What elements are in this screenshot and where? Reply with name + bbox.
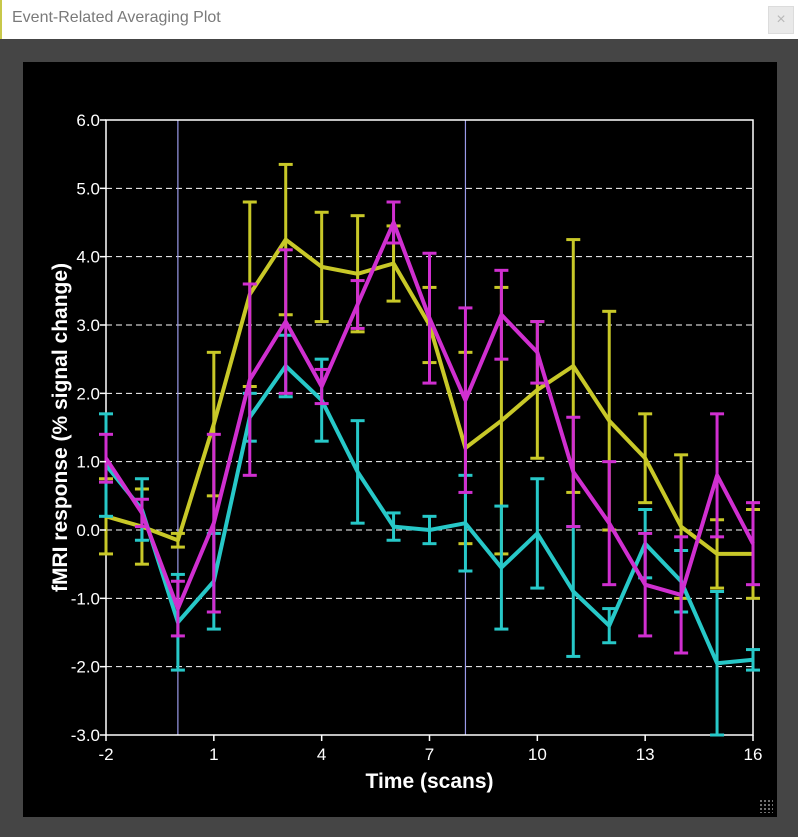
- y-tick-label: 1.0: [76, 453, 100, 472]
- x-tick-label: 1: [209, 745, 218, 764]
- close-button[interactable]: ×: [768, 6, 794, 34]
- series-3: [99, 200, 760, 655]
- tick-layer: -3.0 -2.0 -1.0 0.0 1.0 2.0 3.0 4.0 5.0 6.0 -2 1 4 7 10…: [71, 111, 763, 764]
- plot-panel: -3.0 -2.0 -1.0 0.0 1.0 2.0 3.0 4.0 5.0 6.0 -2 1 4 7 10…: [23, 62, 777, 817]
- y-tick-label: 3.0: [76, 316, 100, 335]
- title-bar: Event-Related Averaging Plot ×: [0, 0, 798, 39]
- series-layer: [99, 162, 760, 737]
- plot-frame: [105, 119, 754, 736]
- series-line: [104, 364, 754, 666]
- y-tick-label: 2.0: [76, 384, 100, 403]
- y-tick-label: 6.0: [76, 111, 100, 130]
- y-tick-label: -3.0: [71, 726, 100, 745]
- y-tick-label: 4.0: [76, 248, 100, 267]
- x-tick-label: 4: [317, 745, 326, 764]
- x-axis-title: Time (scans): [366, 770, 494, 793]
- chart: -3.0 -2.0 -1.0 0.0 1.0 2.0 3.0 4.0 5.0 6.0 -2 1 4 7 10…: [49, 111, 763, 793]
- x-tick-label: 10: [528, 745, 547, 764]
- y-tick-label: 5.0: [76, 179, 100, 198]
- window-title: Event-Related Averaging Plot: [12, 9, 221, 26]
- series-line: [104, 220, 755, 611]
- y-axis-title: fMRI response (% signal change): [49, 263, 72, 592]
- x-tick-label: -2: [98, 745, 113, 764]
- x-tick-label: 13: [636, 745, 655, 764]
- resize-grip-icon[interactable]: [759, 799, 773, 813]
- y-tick-label: -2.0: [71, 658, 100, 677]
- x-tick-label: 16: [744, 745, 763, 764]
- series-2: [99, 333, 760, 737]
- x-tick-label: 7: [425, 745, 434, 764]
- y-tick-label: 0.0: [76, 521, 100, 540]
- y-tick-label: -1.0: [71, 589, 100, 608]
